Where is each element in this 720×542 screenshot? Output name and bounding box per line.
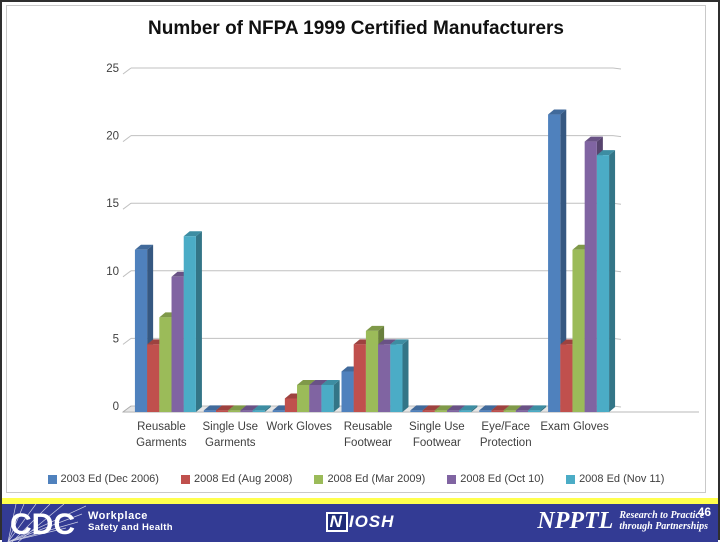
niosh-logo-rest: IOSH xyxy=(348,512,395,531)
bar-2008-ed-nov-11-work-gloves xyxy=(321,379,340,412)
cdc-rays xyxy=(7,504,86,542)
legend-label: 2003 Ed (Dec 2006) xyxy=(60,473,159,485)
bar-2008-ed-nov-11-single-use-garments xyxy=(252,405,271,412)
legend-swatch xyxy=(47,474,57,484)
bar-2008-ed-nov-11-reusable-footwear xyxy=(390,339,409,412)
chart-title: Number of NFPA 1999 Certified Manufactur… xyxy=(148,18,564,39)
x-axis-tick-label: Garments xyxy=(136,437,187,449)
x-axis-tick-label: Eye/Face xyxy=(481,421,530,433)
legend-label: 2008 Ed (Nov 11) xyxy=(579,473,665,485)
y-axis-tick-label: 20 xyxy=(106,131,119,143)
bar-2008-ed-nov-11-single-use-footwear xyxy=(459,405,478,412)
legend-item: 2008 Ed (Mar 2009) xyxy=(314,473,425,485)
bar-2003-ed-dec-2006-exam-gloves xyxy=(548,109,567,412)
npptl-logo: NPPTL Research to Practice through Partn… xyxy=(537,509,708,533)
cdc-tagline-line1: Workplace xyxy=(88,510,148,522)
y-axis-tick-label: 5 xyxy=(113,333,119,345)
y-axis-tick-label: 10 xyxy=(106,266,119,278)
cdc-logo: CDC xyxy=(7,504,86,542)
niosh-logo-n: N xyxy=(325,512,348,532)
chart-legend: 2003 Ed (Dec 2006) 2008 Ed (Aug 2008) 2008… xyxy=(7,473,705,485)
x-axis-tick-label: Exam Gloves xyxy=(540,421,609,433)
x-axis-tick-label: Work Gloves xyxy=(266,421,332,433)
npptl-tagline: Research to Practice through Partnership… xyxy=(619,510,708,532)
footer-accent-line xyxy=(2,498,718,504)
legend-swatch xyxy=(180,474,190,484)
legend-swatch xyxy=(447,474,457,484)
x-axis-tick-label: Footwear xyxy=(413,437,461,449)
x-axis-tick-label: Protection xyxy=(480,437,532,449)
slide-number: 46 xyxy=(697,505,711,519)
x-axis-tick-label: Garments xyxy=(205,437,256,449)
y-axis-tick-label: 0 xyxy=(113,401,119,413)
legend-item: 2008 Ed (Nov 11) xyxy=(566,473,664,485)
bar-chart: 0 5 10 15 20 25 Reusable Garments Single Use Garm… xyxy=(106,63,699,449)
legend-swatch xyxy=(566,474,576,484)
x-axis-tick-label: Footwear xyxy=(344,437,392,449)
bar-2008-ed-nov-11-reusable-garments xyxy=(183,231,202,412)
bars xyxy=(134,109,616,412)
legend-item: 2008 Ed (Oct 10) xyxy=(447,473,544,485)
legend-label: 2008 Ed (Mar 2009) xyxy=(327,473,426,485)
y-axis-tick-label: 25 xyxy=(106,63,119,75)
legend-item: 2003 Ed (Dec 2006) xyxy=(47,473,159,485)
x-axis-tick-label: Single Use xyxy=(409,421,465,433)
x-axis-tick-label: Reusable xyxy=(137,421,186,433)
npptl-logo-text: NPPTL xyxy=(537,508,614,534)
npptl-tagline-line1: Research to Practice xyxy=(619,510,705,521)
x-axis-labels: Reusable Garments Single Use Garments Work G… xyxy=(136,421,609,449)
x-axis-tick-label: Reusable xyxy=(344,421,393,433)
niosh-logo: N IOSH xyxy=(2,512,718,532)
cdc-logo-text: CDC xyxy=(10,508,75,541)
x-axis-tick-label: Single Use xyxy=(202,421,258,433)
y-axis-tick-label: 15 xyxy=(106,198,119,210)
cdc-tagline: Workplace Safety and Health xyxy=(88,510,173,534)
legend-item: 2008 Ed (Aug 2008) xyxy=(180,473,293,485)
legend-label: 2008 Ed (Aug 2008) xyxy=(193,473,293,485)
legend-swatch xyxy=(314,474,324,484)
footer-band: CDC Workplace Safety and Health N IOSH NP… xyxy=(2,504,718,542)
bar-2008-ed-nov-11-eye-face-protection xyxy=(528,405,547,412)
legend-label: 2008 Ed (Oct 10) xyxy=(460,473,545,485)
cdc-tagline-line2: Safety and Health xyxy=(88,522,173,533)
npptl-tagline-line2: through Partnerships xyxy=(619,521,708,532)
chart-container: Number of NFPA 1999 Certified Manufactur… xyxy=(6,5,706,493)
bar-2008-ed-nov-11-exam-gloves xyxy=(596,150,616,412)
